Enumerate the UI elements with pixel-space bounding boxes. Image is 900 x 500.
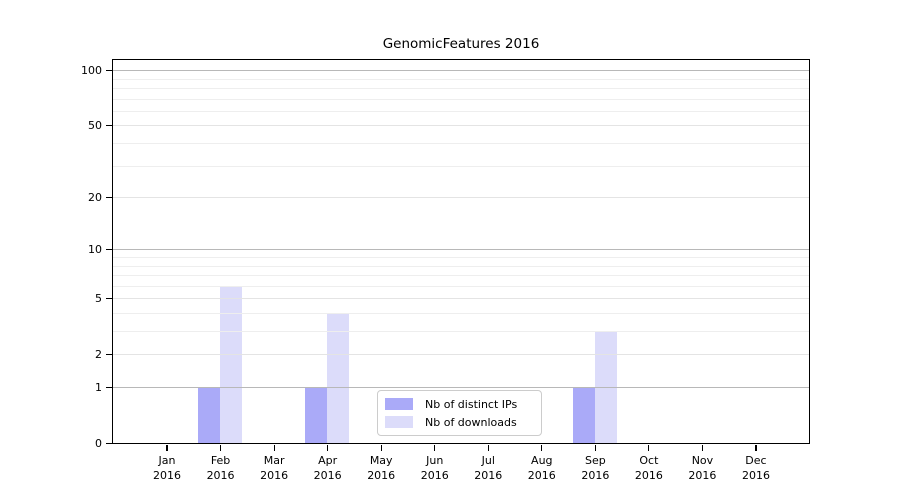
x-tick-mark [434, 445, 436, 451]
legend-swatch-downloads [385, 416, 413, 428]
x-tick-month: Feb [210, 453, 231, 467]
bar-distinct-ips-sep [572, 387, 595, 443]
x-tick-year: 2016 [634, 468, 663, 482]
x-tick-month: Aug [531, 453, 553, 467]
x-tick-year: 2016 [367, 468, 396, 482]
x-tick-mark [594, 445, 596, 451]
y-tick-label: 0 [95, 436, 102, 450]
bars-layer [113, 60, 809, 443]
x-tick-month: Sep [584, 453, 606, 467]
x-tick-year: 2016 [688, 468, 717, 482]
y-tick-label: 5 [95, 291, 102, 305]
x-tick-label-feb: Feb 2016 [196, 453, 246, 483]
x-tick-month: Jun [426, 453, 444, 467]
y-tick-label: 1 [95, 380, 102, 394]
x-tick-label-dec: Dec 2016 [731, 453, 781, 483]
x-tick-mark [380, 445, 382, 451]
x-tick-year: 2016 [474, 468, 503, 482]
chart-title: GenomicFeatures 2016 [382, 36, 540, 52]
x-tick-month: Dec [745, 453, 767, 467]
legend-swatch-distinct-ips [385, 398, 413, 410]
y-tick-label: 50 [88, 118, 102, 132]
x-tick-year: 2016 [260, 468, 289, 482]
legend-label-distinct-ips: Nb of distinct IPs [425, 397, 518, 411]
y-tick-mark [106, 249, 112, 251]
x-tick-label-nov: Nov 2016 [677, 453, 727, 483]
x-tick-mark [166, 445, 168, 451]
x-tick-month: Apr [318, 453, 338, 467]
bar-distinct-ips-apr [305, 387, 328, 443]
x-tick-mark [273, 445, 275, 451]
y-tick-mark [106, 298, 112, 300]
x-tick-mark [541, 445, 543, 451]
x-tick-year: 2016 [313, 468, 342, 482]
legend-label-downloads: Nb of downloads [425, 415, 517, 429]
x-tick-year: 2016 [153, 468, 182, 482]
x-tick-mark [487, 445, 489, 451]
x-tick-mark [219, 445, 222, 451]
y-tick-label: 100 [81, 63, 102, 77]
bar-downloads-feb [220, 285, 243, 443]
x-tick-month: May [369, 453, 393, 467]
y-tick-label: 2 [95, 347, 102, 361]
x-tick-label-aug: Aug 2016 [517, 453, 567, 483]
x-tick-year: 2016 [206, 468, 235, 482]
x-tick-month: Jul [481, 453, 495, 467]
legend-item-distinct-ips: Nb of distinct IPs [385, 398, 534, 411]
x-tick-month: Jan [158, 453, 176, 467]
x-tick-year: 2016 [420, 468, 449, 482]
x-tick-label-mar: Mar 2016 [249, 453, 299, 483]
x-tick-label-oct: Oct 2016 [624, 453, 674, 483]
bar-distinct-ips-feb [198, 387, 221, 443]
legend-item-downloads: Nb of downloads [385, 416, 534, 429]
bar-downloads-sep [594, 331, 617, 443]
x-tick-month: Mar [263, 453, 285, 467]
y-tick-mark [106, 442, 112, 445]
x-tick-label-jan: Jan 2016 [142, 453, 192, 483]
y-tick-mark [106, 70, 112, 72]
y-tick-mark [106, 386, 112, 389]
x-tick-year: 2016 [581, 468, 610, 482]
x-tick-mark [701, 445, 703, 451]
x-tick-year: 2016 [527, 468, 556, 482]
y-tick-mark [106, 125, 112, 127]
x-tick-year: 2016 [741, 468, 770, 482]
legend: Nb of distinct IPs Nb of downloads [377, 390, 542, 436]
x-tick-label-jun: Jun 2016 [410, 453, 460, 483]
x-tick-mark [648, 445, 650, 451]
y-tick-mark [106, 196, 112, 199]
x-tick-mark [327, 445, 329, 451]
y-tick-label: 20 [88, 190, 102, 204]
y-tick-label: 10 [88, 242, 102, 256]
x-tick-label-may: May 2016 [356, 453, 406, 483]
bar-downloads-apr [327, 312, 350, 443]
x-tick-label-apr: Apr 2016 [303, 453, 353, 483]
y-tick-mark [106, 354, 112, 356]
x-tick-mark [755, 445, 757, 451]
x-tick-label-sep: Sep 2016 [570, 453, 620, 483]
x-tick-month: Nov [691, 453, 714, 467]
plot-area [112, 59, 810, 444]
x-tick-label-jul: Jul 2016 [463, 453, 513, 483]
x-tick-month: Oct [639, 453, 659, 467]
